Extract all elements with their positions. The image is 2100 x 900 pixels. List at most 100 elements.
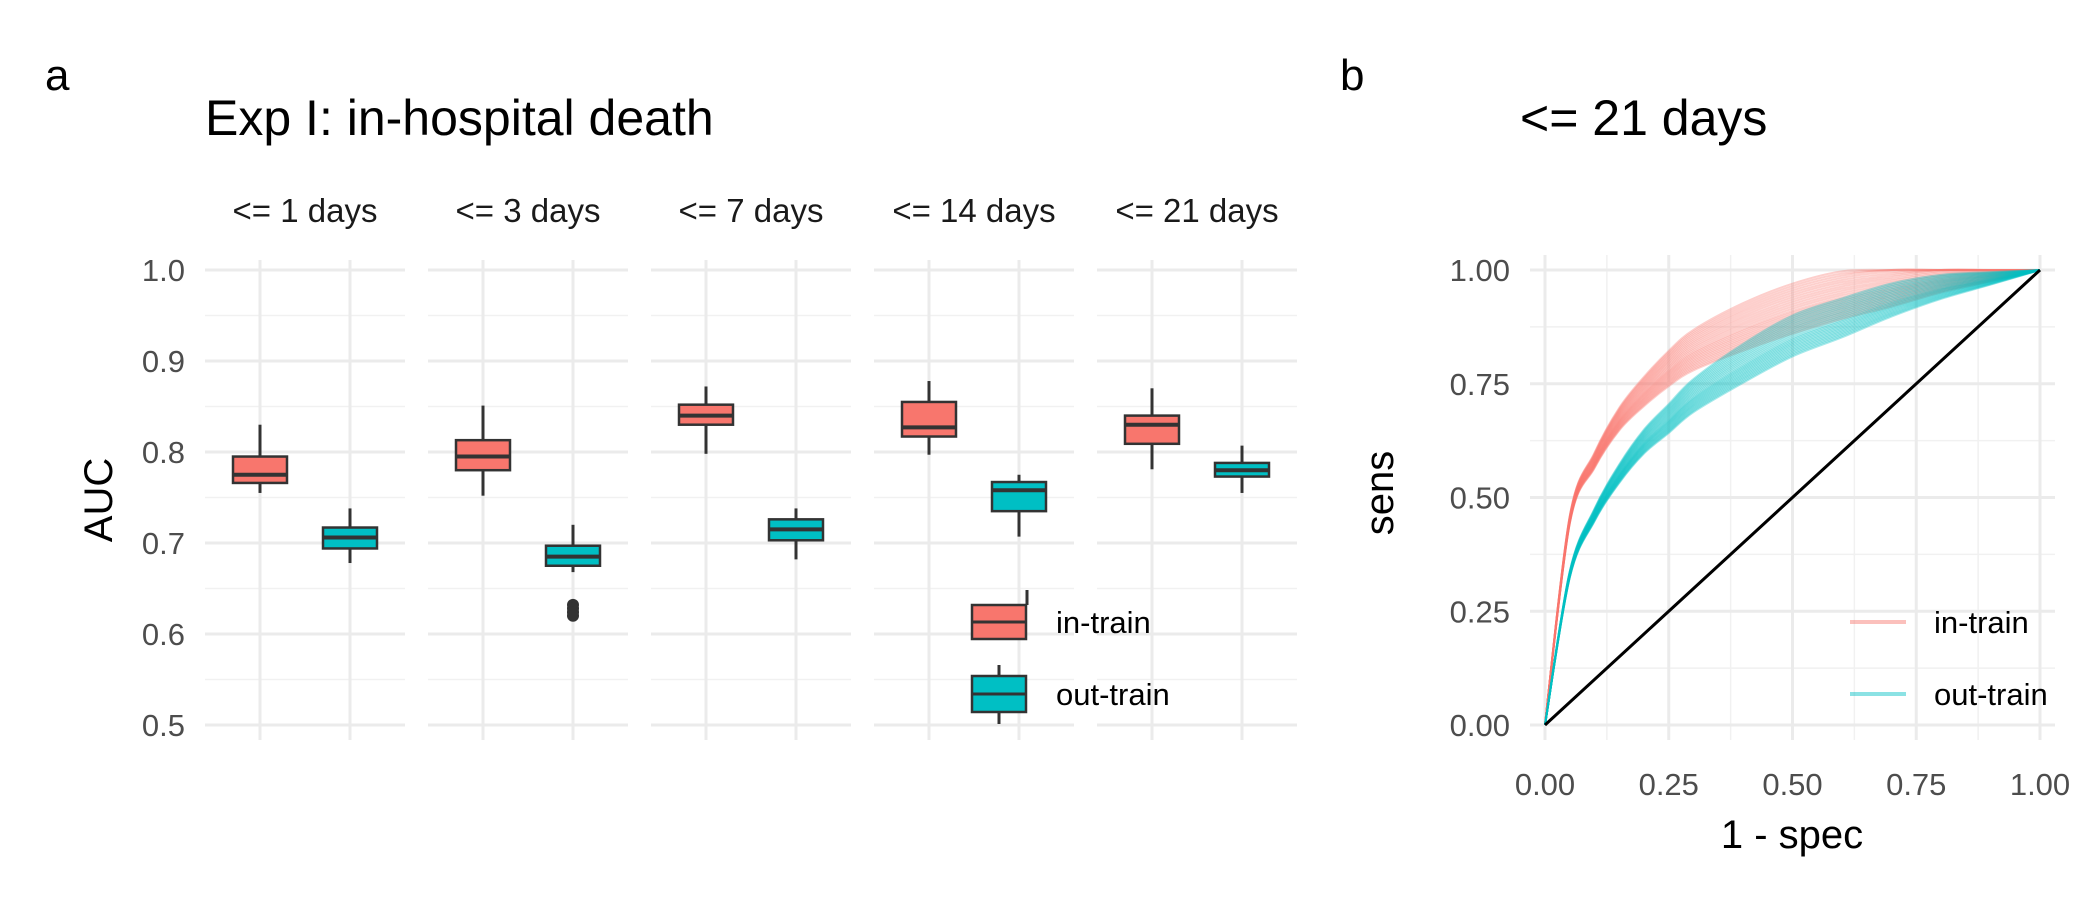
roc-curve-in-train xyxy=(1544,269,2041,726)
roc-curve-in-train xyxy=(1544,269,2041,726)
panel-a-legend: in-train out-train xyxy=(970,590,1170,724)
roc-curve-in-train xyxy=(1544,268,2040,726)
roc-curve-out-train xyxy=(1544,269,2041,726)
roc-curve-out-train xyxy=(1544,269,2041,726)
roc-curve-out-train xyxy=(1544,269,2041,726)
panel-b-x-tick-label: 0.50 xyxy=(1762,767,1822,802)
box-in-train xyxy=(231,455,289,485)
panel-b-letter: b xyxy=(1340,51,1364,100)
panel-b-y-tick-label: 0.25 xyxy=(1450,594,1510,629)
roc-curve-in-train xyxy=(1544,268,2040,726)
panel-b-y-tick-label: 1.00 xyxy=(1450,253,1510,288)
roc-curve-in-train xyxy=(1544,269,2041,726)
panel-b-x-tick-label: 0.25 xyxy=(1639,767,1699,802)
panel-b-x-tick-label: 0.00 xyxy=(1515,767,1575,802)
panel-b-title: <= 21 days xyxy=(1520,90,1767,146)
panel-a-legend-out-train-key xyxy=(970,665,1028,724)
roc-curve-out-train xyxy=(1544,269,2041,726)
roc-chance-line xyxy=(1543,268,2042,727)
roc-curve-out-train xyxy=(1544,269,2041,726)
roc-curve-out-train xyxy=(1544,269,2041,726)
roc-curve-out-train xyxy=(1544,269,2041,726)
panel-a-title: Exp I: in-hospital death xyxy=(205,90,714,146)
roc-curve-in-train xyxy=(1544,268,2040,726)
roc-curve-in-train xyxy=(1544,269,2041,726)
panel-b-legend-in-train-label: in-train xyxy=(1934,605,2029,640)
panel-a-facet-strip-label: <= 14 days xyxy=(892,192,1055,229)
panel-a-facet: <= 21 days xyxy=(1097,192,1297,740)
panel-b-legend: in-train out-train xyxy=(1850,605,2048,712)
roc-curve-out-train xyxy=(1544,269,2041,726)
roc-curve-in-train xyxy=(1544,269,2041,726)
panel-b-x-axis-title: 1 - spec xyxy=(1721,813,1863,857)
roc-curve-out-train xyxy=(1544,269,2041,726)
roc-curve-out-train xyxy=(1544,269,2041,726)
panel-a-legend-in-train-label: in-train xyxy=(1056,605,1151,640)
roc-curve-in-train xyxy=(1544,269,2041,726)
roc-curve-out-train xyxy=(1544,269,2041,726)
panel-a-y-axis-title: AUC xyxy=(77,458,121,542)
roc-curve-out-train xyxy=(1544,269,2041,726)
panel-a-facet-strip-label: <= 7 days xyxy=(679,192,824,229)
panel-b-x-tick-label: 1.00 xyxy=(2010,767,2070,802)
panel-a-facet: <= 3 days xyxy=(428,192,628,740)
roc-curve-out-train xyxy=(1544,269,2041,726)
panel-b-legend-out-train-label: out-train xyxy=(1934,677,2048,712)
roc-curve-in-train xyxy=(1544,268,2040,726)
panel-b-y-tick-label: 0.00 xyxy=(1450,708,1510,743)
box-out-train xyxy=(990,480,1048,513)
roc-curve-out-train xyxy=(1544,269,2041,726)
box-outlier-out-train xyxy=(567,609,579,622)
panel-b-y-tick-label: 0.50 xyxy=(1450,481,1510,516)
panel-a-y-ticks: 0.5 0.6 0.7 0.8 0.9 1.0 xyxy=(142,253,185,743)
roc-curve-out-train xyxy=(1544,269,2041,726)
roc-curve-out-train xyxy=(1544,269,2041,726)
panel-a-facet: <= 14 days xyxy=(874,192,1074,740)
roc-curve-in-train xyxy=(1544,269,2041,726)
panel-b-y-axis-title: sens xyxy=(1358,451,1402,536)
panel-a-letter: a xyxy=(45,51,70,100)
panel-a-legend-out-train-label: out-train xyxy=(1056,677,1170,712)
roc-curve-out-train xyxy=(1544,269,2041,726)
panel-a-facets: <= 1 days <= 3 days <= 7 days <= 14 days <= … xyxy=(205,192,1297,740)
panel-a-y-tick-label: 0.5 xyxy=(142,708,185,743)
roc-curve-in-train xyxy=(1544,268,2040,726)
roc-curve-out-train xyxy=(1544,269,2041,726)
panel-a-y-tick-label: 0.8 xyxy=(142,435,185,470)
box-in-train xyxy=(900,400,958,438)
roc-curve-out-train xyxy=(1544,269,2041,726)
roc-curve-in-train xyxy=(1544,269,2041,726)
roc-curve-in-train xyxy=(1544,269,2041,726)
panel-a-facet: <= 1 days xyxy=(205,192,405,740)
panel-a-y-tick-label: 0.9 xyxy=(142,344,185,379)
panel-a-y-tick-label: 0.7 xyxy=(142,526,185,561)
roc-curve-in-train xyxy=(1544,269,2041,726)
roc-curve-in-train xyxy=(1544,268,2040,726)
roc-curve-out-train xyxy=(1544,269,2041,726)
roc-curve-out-train xyxy=(1544,269,2041,726)
roc-curve-out-train xyxy=(1544,269,2041,726)
panel-b-x-tick-label: 0.75 xyxy=(1886,767,1946,802)
panel-a-y-tick-label: 0.6 xyxy=(142,617,185,652)
roc-curve-in-train xyxy=(1544,269,2041,726)
roc-curve-in-train xyxy=(1544,269,2041,726)
roc-curve-in-train xyxy=(1544,269,2041,726)
roc-curve-in-train xyxy=(1544,269,2041,726)
roc-curve-in-train xyxy=(1544,269,2041,726)
panel-b-y-tick-label: 0.75 xyxy=(1450,367,1510,402)
panel-b-curves xyxy=(1543,268,2042,727)
panel-a-facet-strip-label: <= 1 days xyxy=(233,192,378,229)
roc-curve-out-train xyxy=(1544,269,2041,726)
box-in-train xyxy=(1123,414,1181,446)
roc-curve-out-train xyxy=(1544,269,2041,726)
panel-a-legend-in-train-key xyxy=(970,590,1029,641)
roc-curve-in-train xyxy=(1544,269,2041,726)
panel-a-facet-strip-label: <= 21 days xyxy=(1115,192,1278,229)
panel-a-y-tick-label: 1.0 xyxy=(142,253,185,288)
panel-b-ticks: 0.00 0.25 0.50 0.75 1.00 0.00 0.25 0.50 0.75 1.00 xyxy=(1450,253,2071,802)
roc-curve-in-train xyxy=(1544,269,2041,726)
panel-a-facet-strip-label: <= 3 days xyxy=(456,192,601,229)
roc-curve-in-train xyxy=(1544,269,2041,726)
panel-a-facet: <= 7 days xyxy=(651,192,851,740)
